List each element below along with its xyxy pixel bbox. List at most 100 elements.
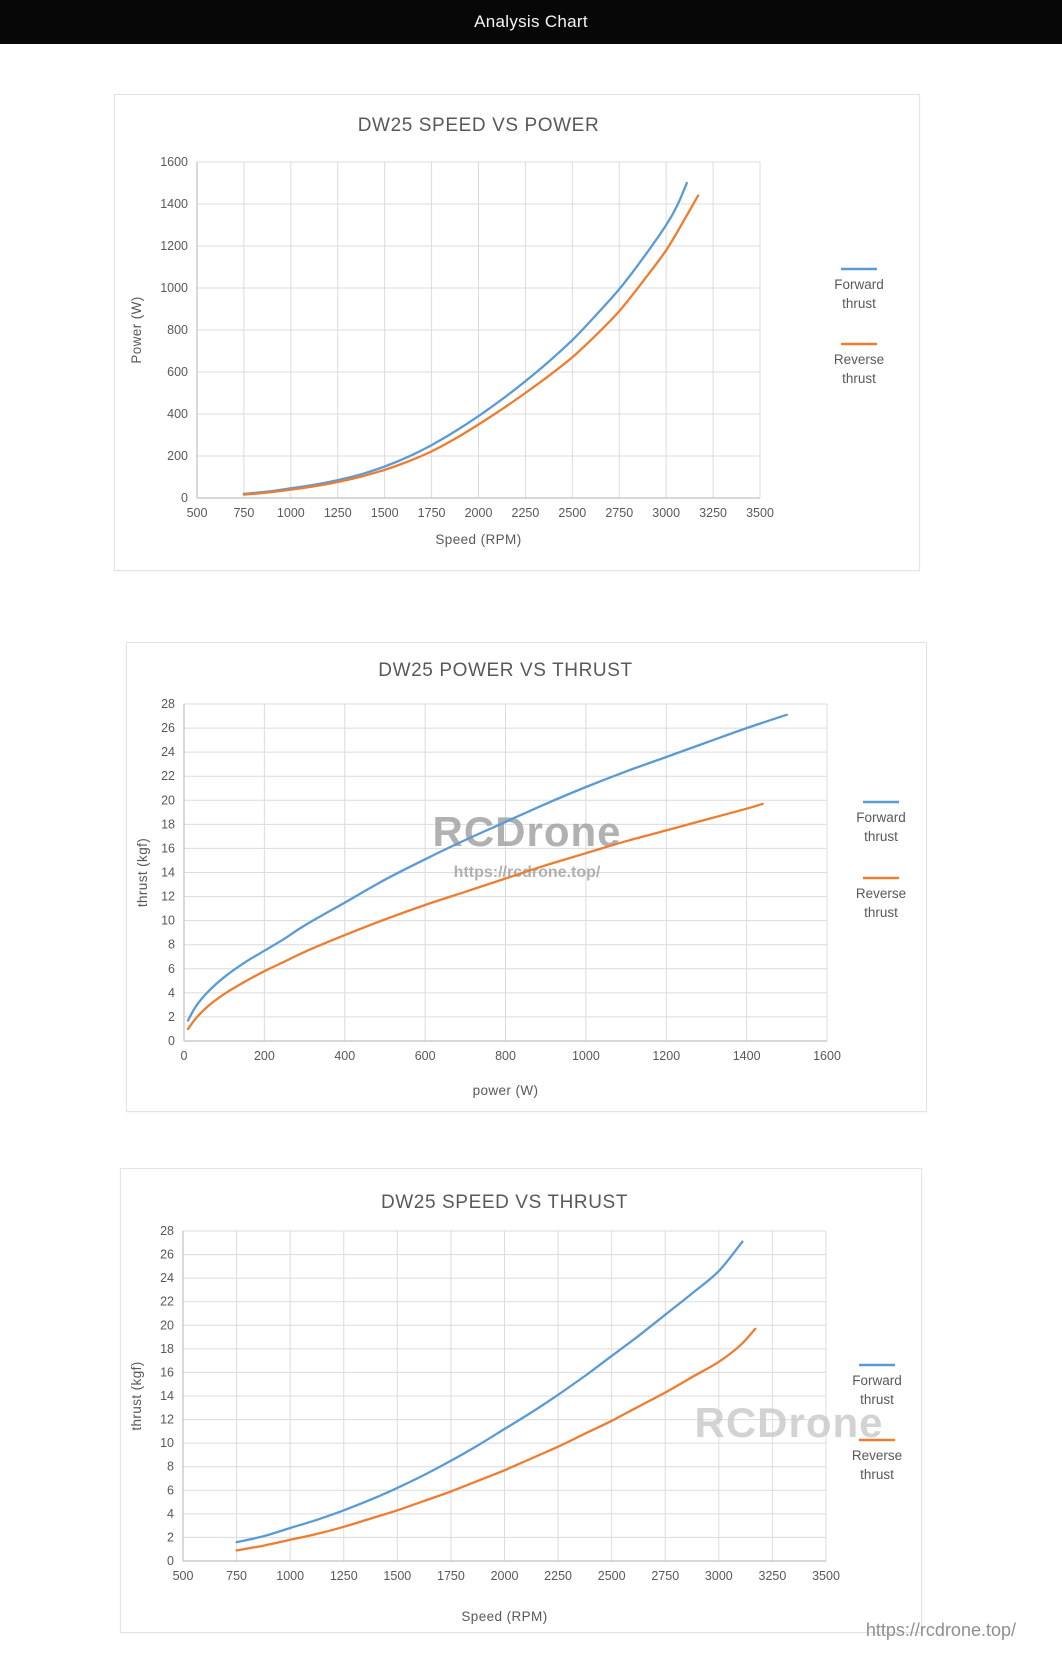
legend-label: Reverse [852, 1448, 902, 1463]
svg-text:600: 600 [167, 365, 188, 379]
watermark-text: RCDrone [694, 1399, 883, 1446]
svg-text:6: 6 [168, 962, 175, 976]
x-axis-title: Speed (RPM) [435, 532, 521, 547]
svg-text:600: 600 [415, 1049, 436, 1063]
watermark-text: RCDrone [432, 808, 621, 855]
svg-text:10: 10 [160, 1436, 174, 1450]
svg-text:28: 28 [160, 1224, 174, 1238]
svg-text:24: 24 [161, 745, 175, 759]
svg-text:28: 28 [161, 697, 175, 711]
svg-text:1250: 1250 [324, 506, 352, 520]
chart-title: DW25 SPEED VS THRUST [381, 1192, 628, 1213]
legend-label: Forward [856, 810, 906, 825]
legend-label: Reverse [856, 886, 906, 901]
tick-labels: 500 750 1000 1250 1500 1750 2000 2250 2500 2750 30… [160, 155, 774, 520]
series-line-reverse-thrust [235, 1327, 757, 1552]
svg-text:2750: 2750 [651, 1569, 679, 1583]
series-line-reverse-thrust [186, 802, 764, 1031]
legend-label: Forward [834, 277, 884, 292]
chart-title: DW25 SPEED VS POWER [358, 115, 600, 136]
tick-labels: 500 750 1000 1250 1500 1750 2000 2250 2500 2750 30… [160, 1224, 840, 1583]
legend-label: thrust [860, 1467, 894, 1482]
plot-grid [182, 1230, 827, 1562]
legend: Forward thrust Reverse thrust [834, 267, 884, 386]
svg-text:3500: 3500 [746, 506, 774, 520]
y-axis-title: Power (W) [129, 296, 144, 363]
svg-text:4: 4 [167, 1507, 174, 1521]
watermark-url: https://rcdrone.top/ [865, 1620, 1016, 1640]
svg-text:3000: 3000 [705, 1569, 733, 1583]
svg-text:1600: 1600 [813, 1049, 841, 1063]
svg-text:20: 20 [161, 793, 175, 807]
tick-labels: 0 200 400 600 800 1000 1200 1400 160002468101214… [161, 697, 841, 1063]
chart-canvas: 500 750 1000 1250 1500 1750 2000 2250 2500 2750 30… [129, 1192, 902, 1624]
svg-text:1000: 1000 [160, 281, 188, 295]
plot-grid [183, 703, 828, 1042]
chart-title: DW25 POWER VS THRUST [378, 660, 632, 681]
legend-label: thrust [864, 905, 898, 920]
legend-label: thrust [864, 829, 898, 844]
svg-text:2250: 2250 [512, 506, 540, 520]
legend-label: Forward [852, 1373, 902, 1388]
svg-text:1000: 1000 [277, 506, 305, 520]
svg-text:1000: 1000 [572, 1049, 600, 1063]
x-axis-title: power (W) [473, 1083, 539, 1098]
svg-text:400: 400 [334, 1049, 355, 1063]
svg-text:22: 22 [160, 1295, 174, 1309]
series-line-forward-thrust [242, 181, 688, 495]
svg-text:1400: 1400 [733, 1049, 761, 1063]
svg-text:2000: 2000 [491, 1569, 519, 1583]
svg-text:1500: 1500 [383, 1569, 411, 1583]
y-axis-title: thrust (kgf) [129, 1361, 144, 1430]
svg-text:2250: 2250 [544, 1569, 572, 1583]
svg-text:3250: 3250 [699, 506, 727, 520]
svg-text:8: 8 [168, 938, 175, 952]
svg-text:1750: 1750 [437, 1569, 465, 1583]
legend-label: thrust [842, 371, 876, 386]
axes [183, 704, 827, 1042]
svg-text:1600: 1600 [160, 155, 188, 169]
svg-text:0: 0 [181, 491, 188, 505]
svg-text:800: 800 [495, 1049, 516, 1063]
svg-text:3250: 3250 [759, 1569, 787, 1583]
svg-text:16: 16 [160, 1365, 174, 1379]
svg-text:8: 8 [167, 1460, 174, 1474]
svg-text:10: 10 [161, 914, 175, 928]
svg-text:14: 14 [161, 866, 175, 880]
svg-text:2: 2 [167, 1530, 174, 1544]
svg-text:2500: 2500 [598, 1569, 626, 1583]
svg-text:1750: 1750 [418, 506, 446, 520]
svg-text:1250: 1250 [330, 1569, 358, 1583]
svg-text:1200: 1200 [160, 239, 188, 253]
watermark-text: https://rcdrone.top/ [454, 864, 601, 881]
svg-text:200: 200 [254, 1049, 275, 1063]
svg-text:16: 16 [161, 841, 175, 855]
svg-text:18: 18 [161, 817, 175, 831]
svg-text:22: 22 [161, 769, 175, 783]
svg-text:0: 0 [181, 1049, 188, 1063]
svg-text:6: 6 [167, 1483, 174, 1497]
legend-label: thrust [860, 1392, 894, 1407]
svg-text:14: 14 [160, 1389, 174, 1403]
svg-text:24: 24 [160, 1271, 174, 1285]
svg-text:0: 0 [167, 1554, 174, 1568]
svg-text:3000: 3000 [652, 506, 680, 520]
header-bar: Analysis Chart [0, 0, 1062, 44]
axes [196, 162, 760, 499]
legend-label: Reverse [834, 352, 884, 367]
chart-card-speed-vs-thrust: 500 750 1000 1250 1500 1750 2000 2250 2500 2750 30… [120, 1168, 922, 1633]
series-line-forward-thrust [235, 1240, 744, 1544]
plot-grid [196, 161, 761, 499]
chart-card-speed-vs-power: 500 750 1000 1250 1500 1750 2000 2250 2500 2750 30… [114, 94, 920, 571]
legend: Forward thrust Reverse thrust [856, 800, 906, 920]
svg-text:2750: 2750 [605, 506, 633, 520]
svg-text:2000: 2000 [465, 506, 493, 520]
y-axis-title: thrust (kgf) [135, 838, 150, 907]
svg-text:2500: 2500 [558, 506, 586, 520]
svg-text:750: 750 [226, 1569, 247, 1583]
svg-text:4: 4 [168, 986, 175, 1000]
chart-canvas: 500 750 1000 1250 1500 1750 2000 2250 2500 2750 30… [129, 115, 884, 547]
svg-text:500: 500 [173, 1569, 194, 1583]
svg-text:1500: 1500 [371, 506, 399, 520]
